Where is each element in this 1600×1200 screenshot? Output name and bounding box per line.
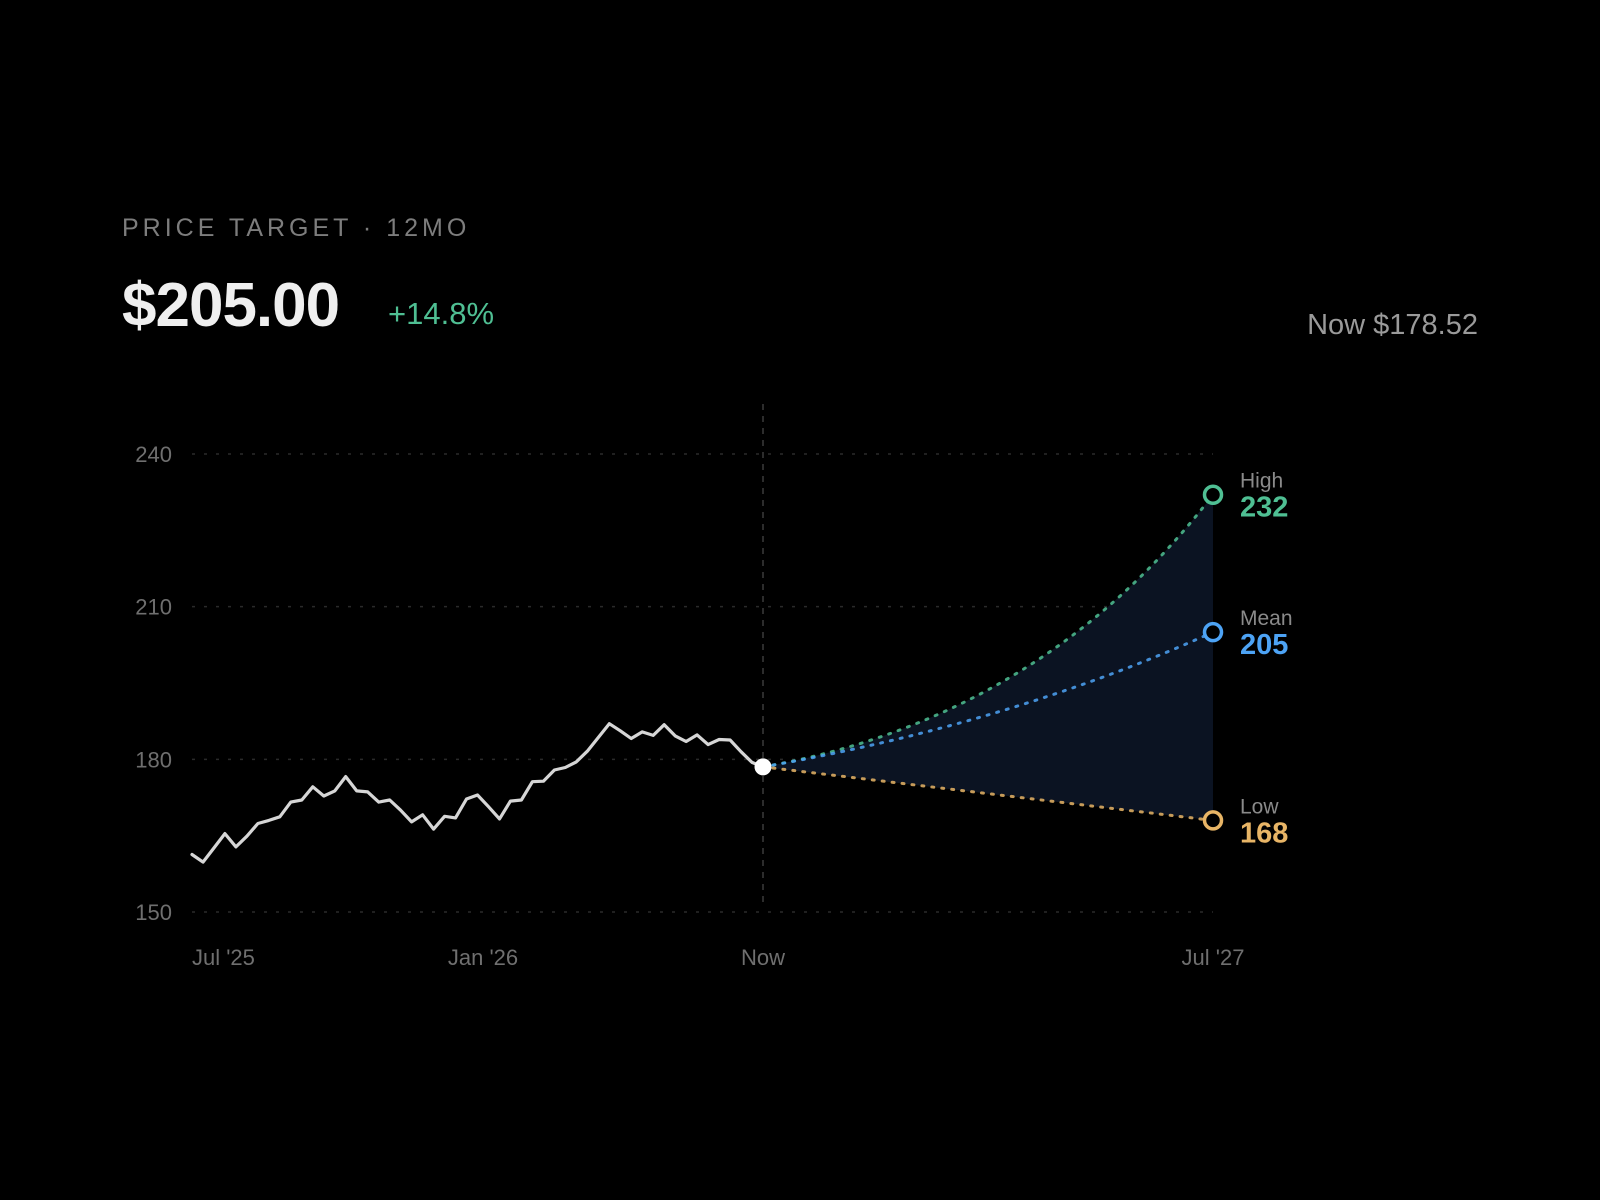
y-tick-label-180: 180 [135, 747, 172, 772]
target-name-high: High [1240, 470, 1283, 493]
target-marker-high [1202, 484, 1224, 505]
target-change-percent: +14.8% [388, 296, 495, 331]
target-markers [754, 484, 1224, 831]
x-tick-label-3: Jul '27 [1182, 945, 1245, 970]
history-line [190, 722, 765, 864]
forecast-lines [761, 493, 1215, 822]
target-marker-low [1202, 810, 1224, 831]
x-tick-label-0: Jul '25 [192, 945, 255, 970]
y-axis-ticks: 240 210 180 150 [135, 442, 172, 925]
target-value-low: 168 [1240, 817, 1288, 849]
y-tick-label-150: 150 [135, 900, 172, 925]
target-price: $205.00 [122, 271, 340, 340]
current-price-dot [754, 758, 772, 776]
target-name-low: Low [1240, 795, 1279, 818]
history-series [190, 722, 765, 864]
x-tick-label-1: Jan '26 [448, 945, 518, 970]
target-value-mean: 205 [1240, 629, 1288, 661]
x-axis-ticks: Jul '25 Jan '26 Now Jul '27 [192, 945, 1244, 970]
forecast-line-high [761, 493, 1215, 769]
current-price-label: Now $178.52 [1307, 309, 1478, 341]
forecast-cone-area [763, 494, 1213, 821]
target-value-high: 232 [1240, 492, 1288, 524]
y-tick-label-210: 210 [135, 595, 172, 620]
target-name-mean: Mean [1240, 607, 1293, 630]
forecast-cone [763, 494, 1213, 821]
target-marker-mean [1202, 621, 1224, 643]
chart-kicker: PRICE TARGET · 12MO [122, 214, 471, 242]
y-tick-label-240: 240 [135, 442, 172, 467]
forecast-line-low [761, 765, 1215, 822]
grid-lines [192, 453, 1213, 913]
forecast-line-mean [761, 630, 1215, 769]
x-tick-label-2: Now [741, 945, 785, 970]
